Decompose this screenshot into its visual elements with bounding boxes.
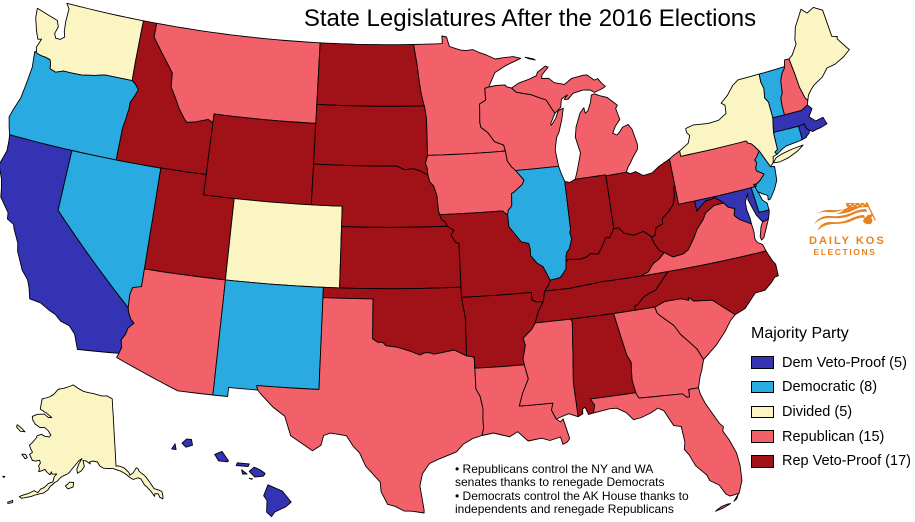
legend-swatch-rep-veto-proof [751, 455, 774, 468]
page-title: State Legislatures After the 2016 Electi… [303, 5, 757, 32]
state-wyoming[interactable] [203, 113, 317, 206]
state-new-mexico[interactable] [212, 279, 324, 397]
legend-item-republican: Republican (15) [751, 428, 911, 445]
state-connecticut[interactable] [773, 125, 803, 155]
legend-label-divided: Divided (5) [782, 403, 853, 420]
state-kansas[interactable] [339, 225, 462, 290]
footnote-bullet-1: • Republicans control the NY and WA sena… [455, 462, 665, 490]
legend-label-republican: Republican (15) [782, 428, 885, 445]
state-hawaii[interactable] [171, 438, 292, 518]
legend-swatch-democratic [751, 380, 774, 394]
state-montana[interactable] [153, 22, 321, 124]
daily-kos-flag-logo [812, 202, 876, 231]
state-colorado[interactable] [224, 198, 343, 289]
logo-daily-kos-text: DAILY KOS [809, 235, 886, 247]
legend-item-dem-veto-proof: Dem Veto-Proof (5) [751, 354, 911, 371]
legend-label-rep-veto-proof: Rep Veto-Proof (17) [782, 453, 911, 470]
footnote-bullet-2: • Democrats control the AK House thanks … [455, 488, 689, 517]
legend-label-democratic: Democratic (8) [782, 379, 878, 396]
state-arizona[interactable] [116, 268, 226, 396]
legend-item-democratic: Democratic (8) [751, 379, 911, 396]
state-wisconsin[interactable] [479, 84, 564, 172]
logo-elections-text: ELECTIONS [813, 247, 877, 257]
legend-label-dem-veto-proof: Dem Veto-Proof (5) [782, 354, 907, 371]
footnotes: • Republicans control the NY and WA sena… [455, 462, 695, 517]
legend: Majority Party Dem Veto-Proof (5) Democr… [751, 325, 911, 479]
state-north-dakota[interactable] [316, 42, 425, 107]
state-maryland[interactable] [694, 187, 770, 225]
state-florida[interactable] [589, 387, 743, 512]
state-maine[interactable] [788, 6, 850, 101]
legend-title: Majority Party [751, 325, 849, 342]
legend-swatch-dem-veto-proof [751, 356, 774, 369]
legend-swatch-republican [751, 430, 774, 443]
daily-kos-elections-logo: DAILY KOS ELECTIONS [809, 199, 886, 257]
legend-item-rep-veto-proof: Rep Veto-Proof (17) [751, 453, 911, 470]
legend-swatch-divided [751, 405, 774, 419]
state-alaska[interactable] [0, 384, 164, 504]
legend-item-divided: Divided (5) [751, 403, 911, 420]
